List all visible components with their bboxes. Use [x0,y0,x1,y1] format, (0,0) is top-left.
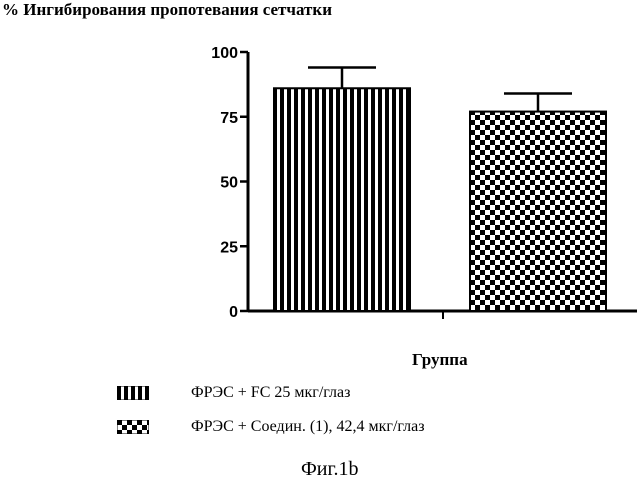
legend-label-1: ФРЭС + FC 25 мкг/глаз [191,384,350,402]
bar-1 [274,88,410,311]
legend-label-2: ФРЭС + Соедин. (1), 42,4 мкг/глаз [191,418,425,436]
y-tick-label-50: 50 [220,175,238,192]
bar-2 [470,112,606,311]
legend-swatch-check [117,420,149,434]
legend-swatch-stripes [117,386,149,400]
y-tick-label-25: 25 [220,239,238,256]
y-tick-label-75: 75 [220,110,238,127]
y-tick-label-0: 0 [229,304,238,321]
figure-caption: Фиг.1b [301,458,358,481]
y-tick-label-100: 100 [211,45,238,62]
legend-item-2: ФРЭС + Соедин. (1), 42,4 мкг/глаз [117,418,425,436]
x-axis-label: Группа [412,350,468,370]
legend-item-1: ФРЭС + FC 25 мкг/глаз [117,384,350,402]
